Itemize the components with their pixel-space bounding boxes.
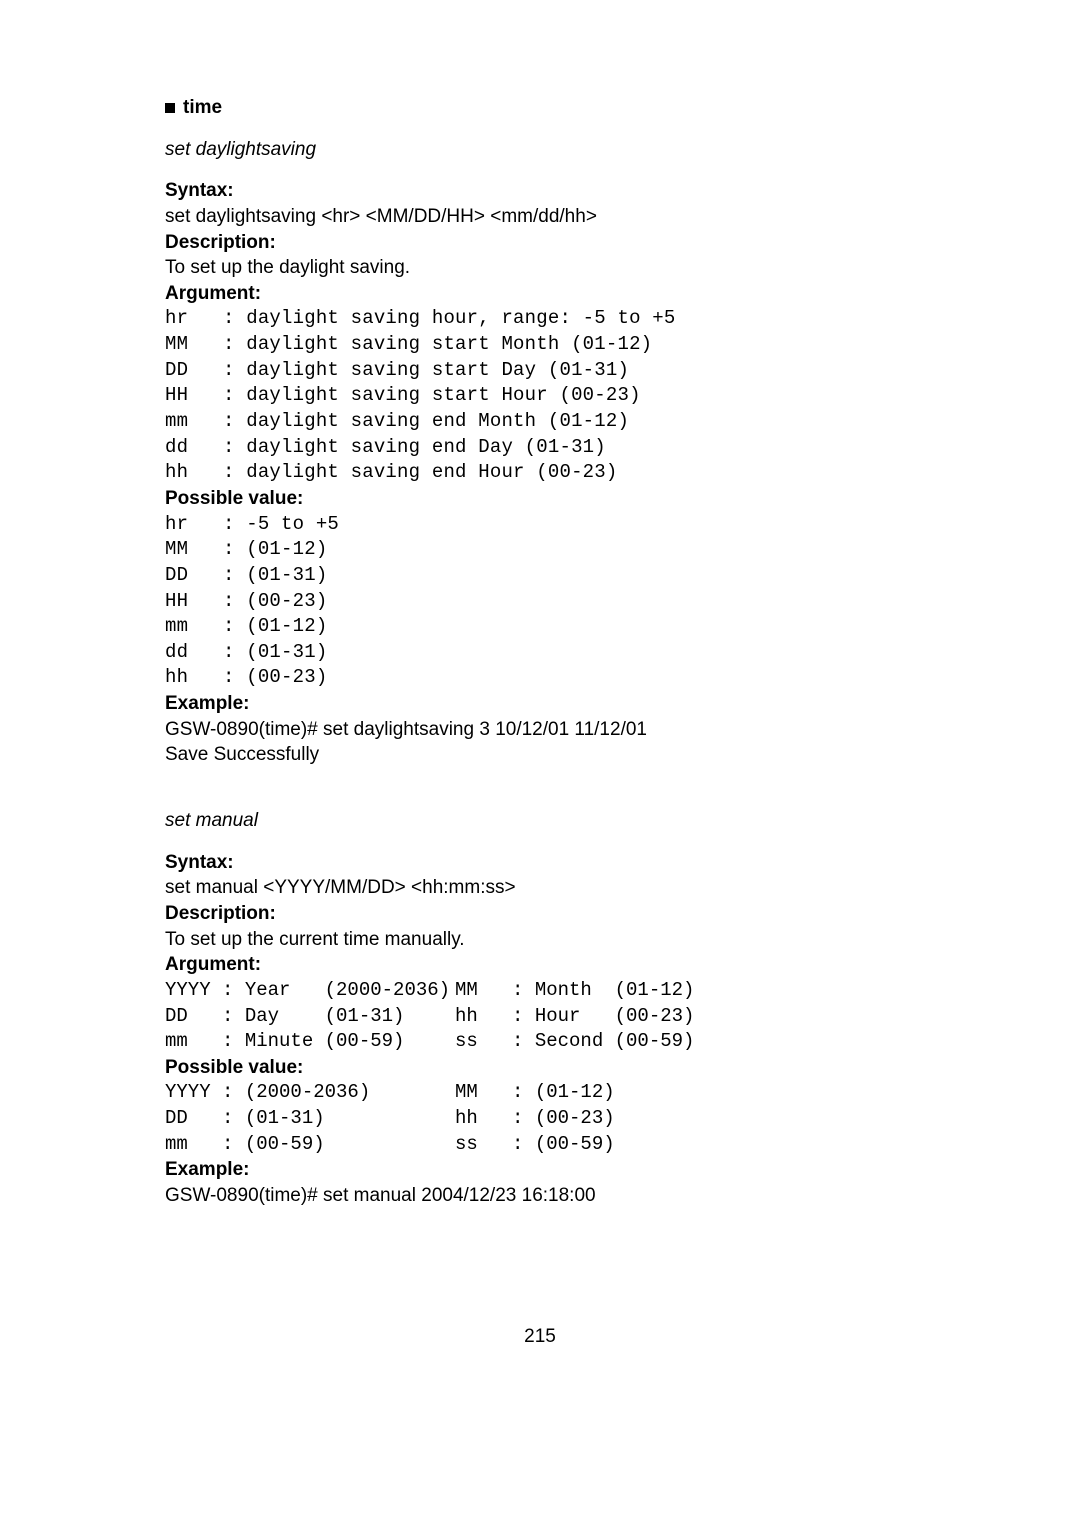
document-page: time set daylightsaving Syntax: set dayl… bbox=[0, 0, 1080, 1349]
command-name: set daylightsaving bbox=[165, 137, 915, 163]
syntax-text: set manual <YYYY/MM/DD> <hh:mm:ss> bbox=[165, 875, 915, 901]
possible-value-columns: YYYY : (2000-2036) DD : (01-31) mm : (00… bbox=[165, 1080, 915, 1157]
pv-col-right: MM : (01-12) hh : (00-23) ss : (00-59) bbox=[455, 1080, 615, 1157]
possible-value-list: hr : -5 to +5 MM : (01-12) DD : (01-31) … bbox=[165, 512, 915, 691]
argument-label: Argument: bbox=[165, 952, 915, 978]
syntax-label: Syntax: bbox=[165, 850, 915, 876]
argument-label: Argument: bbox=[165, 281, 915, 307]
example-label: Example: bbox=[165, 1157, 915, 1183]
command-name: set manual bbox=[165, 808, 915, 834]
argument-col-left: YYYY : Year (2000-2036) DD : Day (01-31)… bbox=[165, 978, 455, 1055]
bullet-icon bbox=[165, 103, 175, 113]
description-label: Description: bbox=[165, 901, 915, 927]
argument-list: hr : daylight saving hour, range: -5 to … bbox=[165, 306, 915, 485]
possible-value-label: Possible value: bbox=[165, 1055, 915, 1081]
title-text: time bbox=[183, 97, 222, 118]
example-line: Save Successfully bbox=[165, 742, 915, 768]
example-label: Example: bbox=[165, 691, 915, 717]
description-label: Description: bbox=[165, 230, 915, 256]
description-text: To set up the daylight saving. bbox=[165, 255, 915, 281]
argument-columns: YYYY : Year (2000-2036) DD : Day (01-31)… bbox=[165, 978, 915, 1055]
syntax-label: Syntax: bbox=[165, 178, 915, 204]
spacer bbox=[165, 768, 915, 808]
page-number: 215 bbox=[165, 1324, 915, 1350]
section-title: time bbox=[165, 95, 915, 121]
example-line: GSW-0890(time)# set manual 2004/12/23 16… bbox=[165, 1183, 915, 1209]
example-line: GSW-0890(time)# set daylightsaving 3 10/… bbox=[165, 717, 915, 743]
description-text: To set up the current time manually. bbox=[165, 927, 915, 953]
pv-col-left: YYYY : (2000-2036) DD : (01-31) mm : (00… bbox=[165, 1080, 455, 1157]
syntax-text: set daylightsaving <hr> <MM/DD/HH> <mm/d… bbox=[165, 204, 915, 230]
argument-col-right: MM : Month (01-12) hh : Hour (00-23) ss … bbox=[455, 978, 694, 1055]
possible-value-label: Possible value: bbox=[165, 486, 915, 512]
